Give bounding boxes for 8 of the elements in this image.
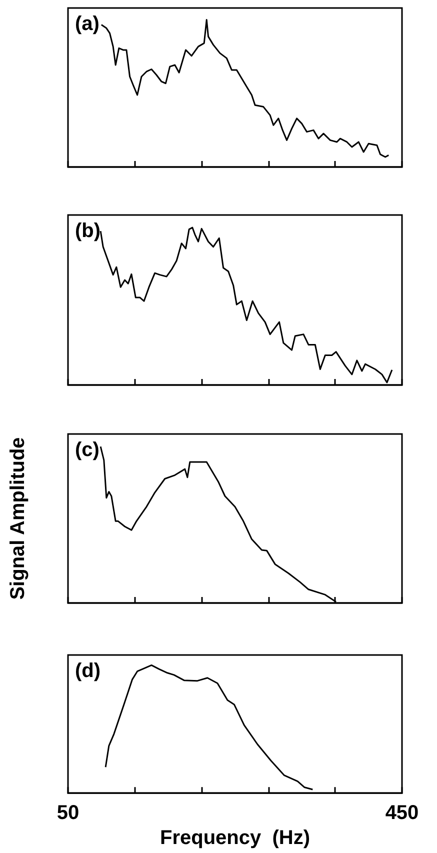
x-tick-label: 450 [385, 802, 419, 824]
x-axis-title: Frequency (Hz) [160, 827, 310, 849]
y-axis-title: Signal Amplitude [7, 437, 29, 600]
x-tick-label: 50 [56, 802, 80, 824]
chart-title: (c) [75, 439, 100, 461]
chart-title: (d) [75, 660, 101, 682]
chart-title: (a) [75, 13, 100, 35]
chart-title: (b) [75, 220, 101, 242]
